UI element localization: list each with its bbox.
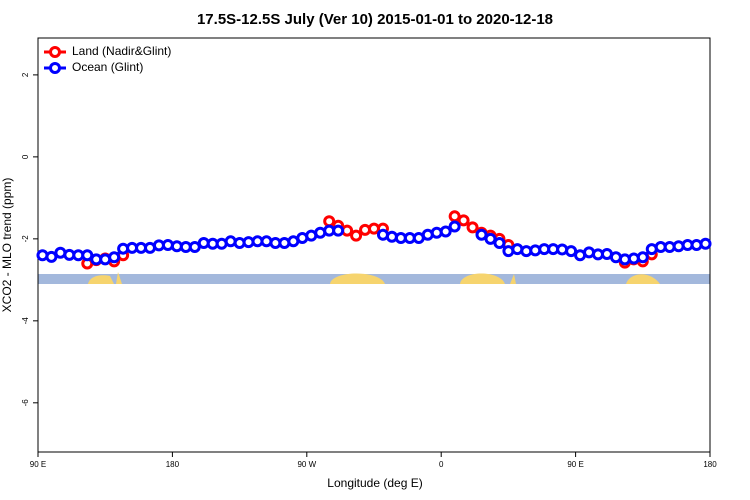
data-point: [475, 228, 488, 241]
data-point: [484, 232, 497, 245]
x-axis-label: Longitude (deg E): [327, 476, 422, 490]
data-point: [36, 249, 49, 262]
y-axis-label: XCO2 - MLO trend (ppm): [0, 178, 14, 313]
x-tick-label: 90 W: [297, 460, 316, 469]
data-point: [260, 235, 273, 248]
data-point: [448, 220, 461, 233]
x-tick-label: 180: [703, 460, 717, 469]
data-point: [350, 229, 363, 242]
land-sea-mask: [38, 272, 710, 284]
x-tick-label: 90 E: [30, 460, 46, 469]
legend-label: Land (Nadir&Glint): [72, 44, 171, 58]
y-tick-label: 0: [21, 154, 30, 159]
x-tick-label: 0: [439, 460, 444, 469]
chart-title: 17.5S-12.5S July (Ver 10) 2015-01-01 to …: [197, 11, 553, 28]
data-point: [81, 249, 94, 262]
legend: Land (Nadir&Glint) Ocean (Glint): [44, 44, 171, 74]
data-point: [565, 245, 578, 258]
data-point: [224, 235, 237, 248]
y-tick-label: -2: [21, 235, 30, 243]
data-point: [457, 214, 470, 227]
legend-swatch-point: [49, 46, 61, 58]
data-point: [699, 237, 712, 250]
data-point: [278, 236, 291, 249]
data-point: [108, 251, 121, 264]
data-point: [45, 250, 58, 263]
data-point: [188, 241, 201, 254]
data-point: [556, 243, 569, 256]
legend-label: Ocean (Glint): [72, 60, 143, 74]
data-point: [439, 225, 452, 238]
series-line: [86, 214, 653, 265]
data-point: [332, 224, 345, 237]
y-tick-label: -4: [21, 317, 30, 325]
x-tick-label: 180: [166, 460, 180, 469]
legend-swatch-point: [49, 62, 61, 74]
data-point: [636, 251, 649, 264]
data-point: [466, 221, 479, 234]
data-point: [493, 236, 506, 249]
y-tick-label: 2: [21, 72, 30, 77]
x-tick-label: 90 E: [567, 460, 583, 469]
y-tick-label: -6: [21, 399, 30, 407]
